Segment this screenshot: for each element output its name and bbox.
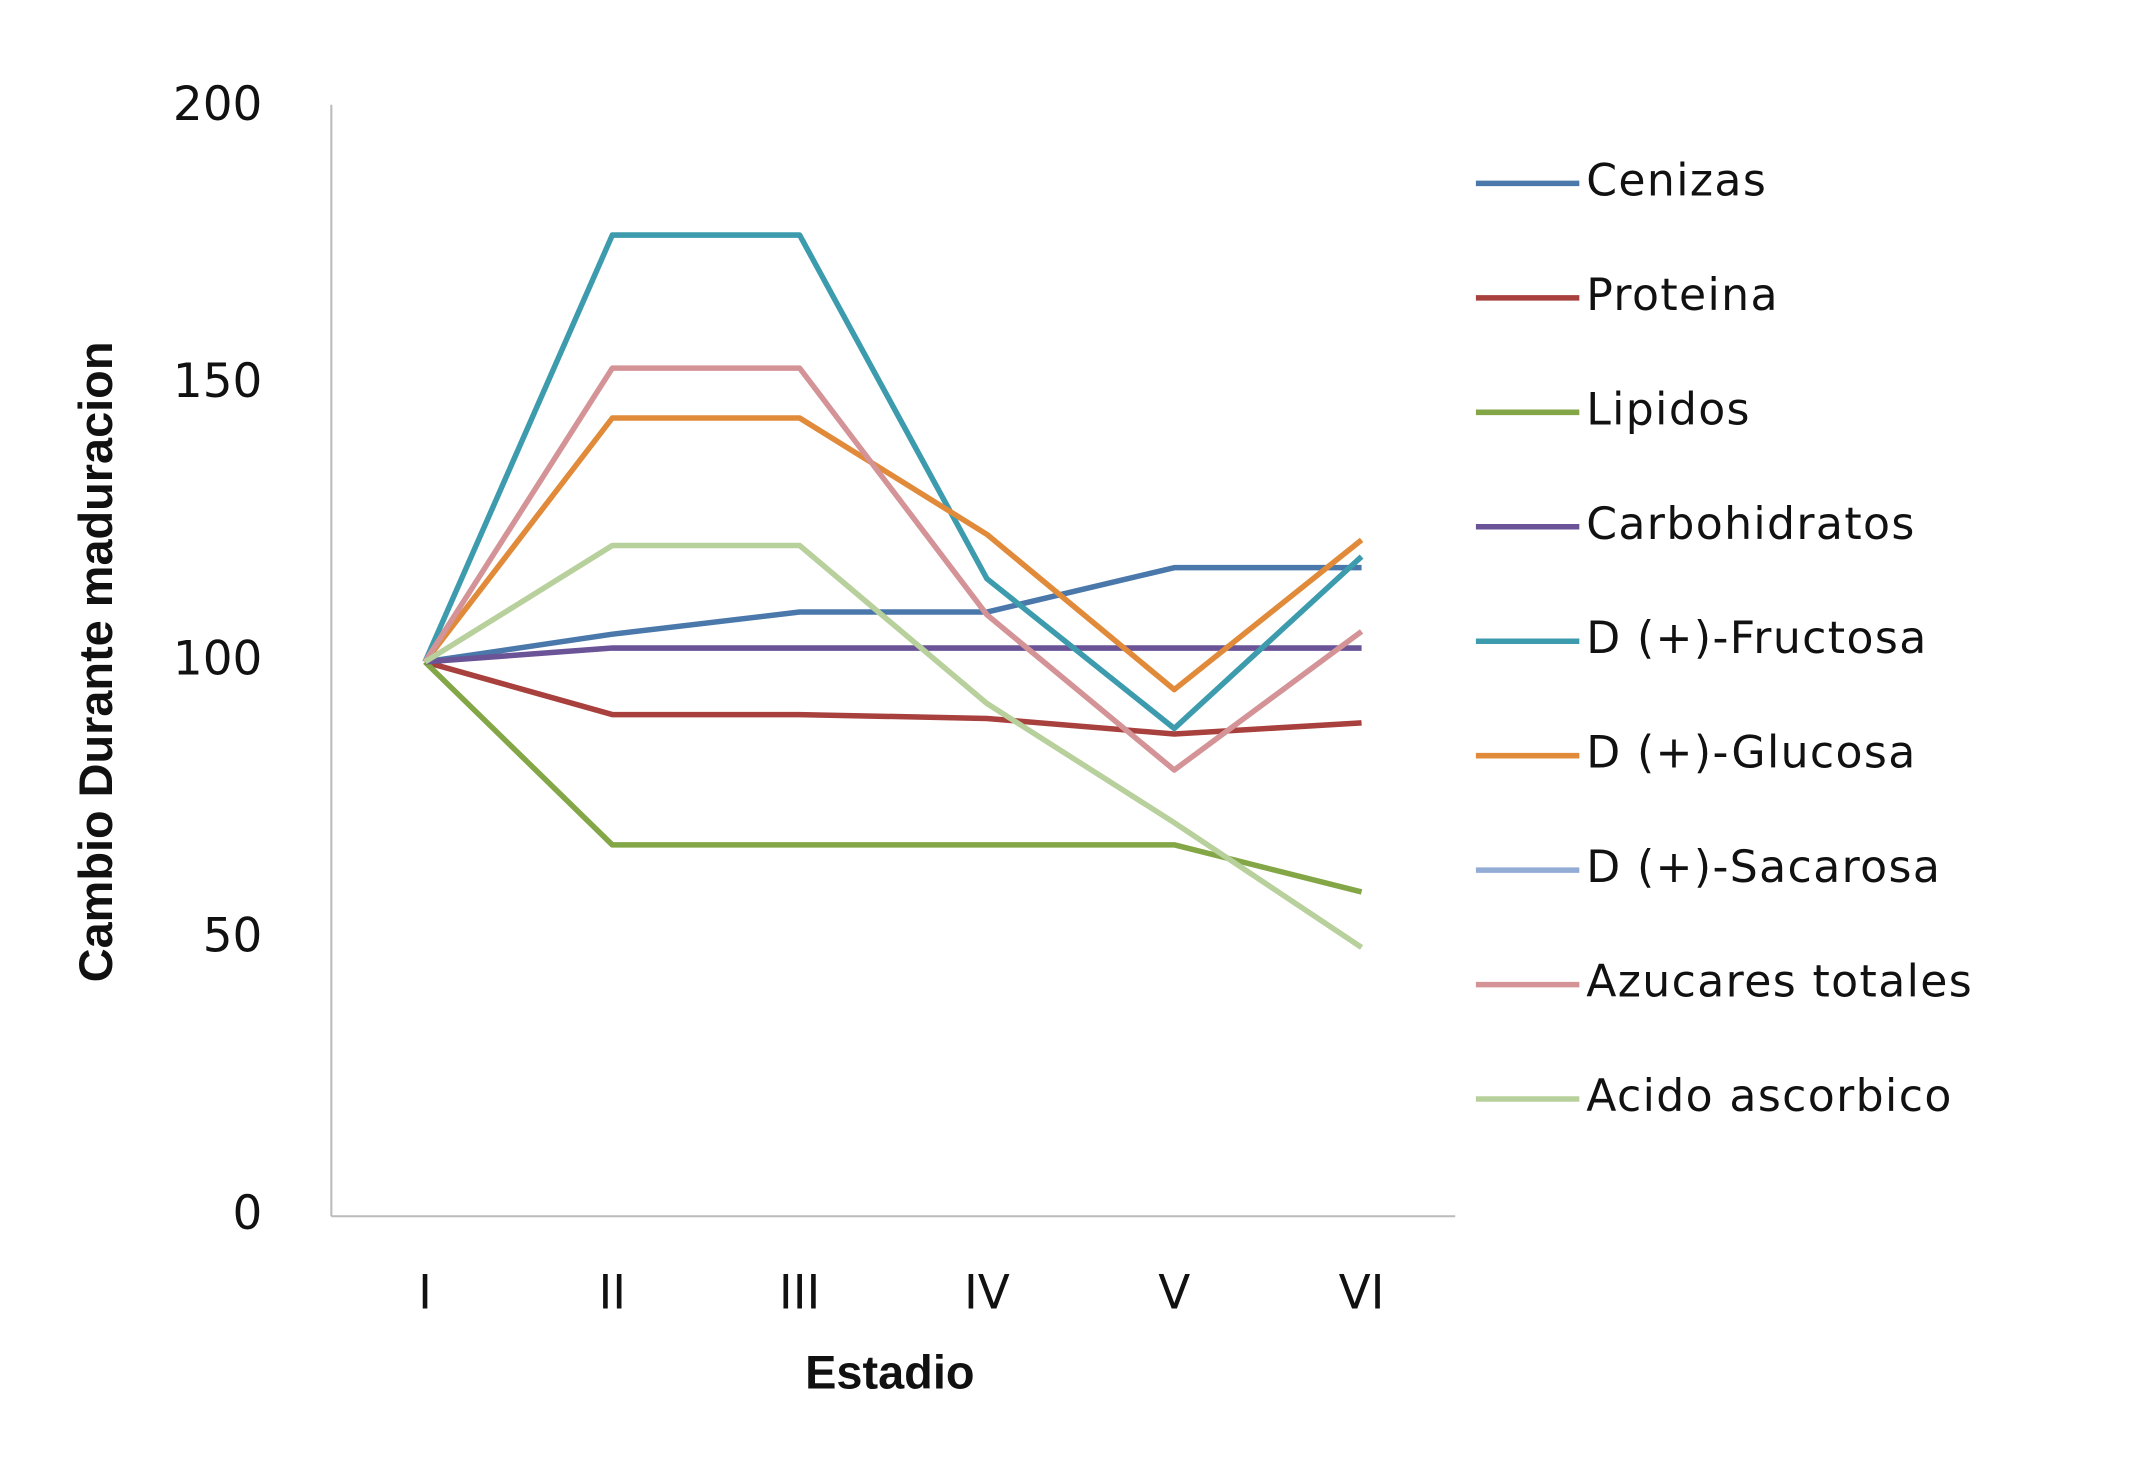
series-line xyxy=(422,415,1364,693)
y-axis-title: Cambio Durante maduracion xyxy=(70,342,122,983)
legend-label: Azucares totales xyxy=(1586,957,1973,1008)
x-tick-label: IV xyxy=(964,1266,1010,1321)
series-line xyxy=(424,564,1362,665)
series-line xyxy=(422,232,1364,732)
y-tick-label: 0 xyxy=(233,1186,263,1241)
y-tick-label: 100 xyxy=(173,631,262,686)
x-tick-label: III xyxy=(779,1266,820,1321)
series-line xyxy=(423,659,1363,895)
legend-label: Carbohidratos xyxy=(1586,499,1916,550)
y-tick-label: 50 xyxy=(203,909,263,964)
legend-label: Acido ascorbico xyxy=(1586,1071,1952,1122)
legend-label: D (+)-Glucosa xyxy=(1586,728,1916,779)
legend-label: Proteina xyxy=(1586,270,1779,321)
x-tick-label: II xyxy=(598,1266,626,1321)
legend-label: Lipidos xyxy=(1586,384,1751,435)
series-line xyxy=(424,645,1362,665)
legend-label: D (+)-Sacarosa xyxy=(1586,842,1941,893)
y-tick-label: 150 xyxy=(173,354,262,409)
legend-label: Cenizas xyxy=(1586,155,1767,206)
legend-label: D (+)-Fructosa xyxy=(1586,613,1927,664)
series-line xyxy=(424,659,1362,737)
x-axis-title: Estadio xyxy=(805,1347,974,1399)
series-line xyxy=(423,542,1364,950)
x-tick-label: VI xyxy=(1339,1266,1385,1321)
x-tick-label: V xyxy=(1158,1266,1190,1321)
y-tick-label: 200 xyxy=(173,77,262,132)
x-tick-label: I xyxy=(418,1266,432,1321)
series-line xyxy=(422,365,1364,773)
